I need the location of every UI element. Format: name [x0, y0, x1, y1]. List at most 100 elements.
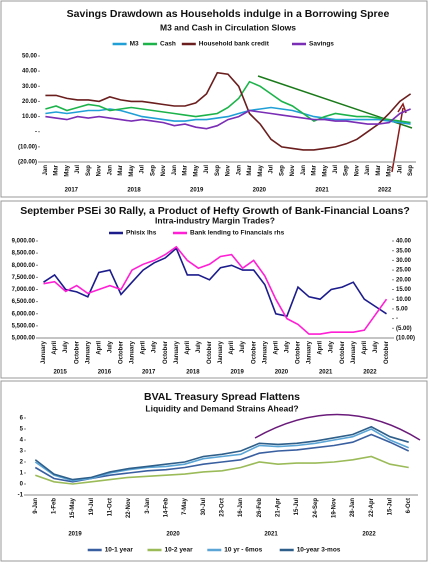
- legend-label: 10-year 3-mos: [297, 547, 341, 554]
- x-tick-label: January: [351, 340, 357, 364]
- x-tick-label: May: [193, 164, 199, 176]
- y-tick-label: 30.00: [22, 84, 38, 90]
- x-tick-label: 21-Apr: [276, 497, 282, 517]
- legend-label: Household bank credit: [199, 41, 270, 48]
- y-tick-label: (10.00): [18, 144, 37, 150]
- y-tick-label: 7,500.00: [12, 275, 36, 281]
- x-tick-label: October: [296, 340, 302, 364]
- x-tick-label: Sep: [150, 165, 156, 176]
- x-tick-label: Jan: [107, 165, 113, 176]
- x-tick-label: 6-Oct: [406, 498, 412, 513]
- y-tick-label: -1: [18, 493, 24, 499]
- x-tick-label: May: [64, 164, 70, 176]
- x-tick-label: July: [240, 340, 246, 353]
- x-tick-label: Jul: [397, 165, 403, 174]
- year-label: 2020: [275, 370, 289, 376]
- x-tick-label: Nov: [290, 164, 296, 176]
- year-label: 2020: [166, 532, 180, 538]
- x-tick-label: Jul: [269, 165, 275, 174]
- x-tick-label: Jan: [43, 165, 49, 176]
- x-tick-label: January: [130, 340, 136, 364]
- x-tick-label: 1-Feb: [52, 498, 58, 514]
- panel-frame: [0, 380, 428, 562]
- x-tick-label: 22-Nov: [126, 497, 132, 518]
- x-tick-label: October: [207, 340, 213, 364]
- y2-tick-label: 20.00: [396, 277, 412, 283]
- x-tick-label: July: [152, 340, 158, 353]
- x-tick-label: April: [229, 341, 235, 355]
- x-tick-label: April: [362, 341, 368, 355]
- y2-tick-label: 35.00: [396, 248, 412, 254]
- series-line: [43, 245, 388, 335]
- y-tick-label: 20.00: [22, 99, 38, 105]
- series-line: [45, 71, 412, 151]
- x-tick-label: 30-Jul: [201, 498, 207, 516]
- x-tick-label: January: [262, 340, 268, 364]
- x-tick-label: 26-Feb: [257, 498, 263, 518]
- x-tick-label: Nov: [97, 164, 103, 176]
- series-line: [45, 108, 411, 130]
- year-label: 2022: [363, 370, 377, 376]
- y-tick-label: (20.00): [18, 160, 37, 166]
- panel-frame: [0, 200, 428, 379]
- y-tick-label: 0: [20, 482, 24, 488]
- year-label: 2018: [186, 370, 200, 376]
- x-tick-label: 11-Oct: [108, 498, 114, 516]
- y2-tick-label: (5.00): [396, 326, 412, 332]
- series-line: [34, 433, 410, 483]
- year-label: 2021: [264, 532, 278, 538]
- x-tick-label: Jul: [333, 165, 339, 174]
- y-tick-label: 50.00: [22, 54, 38, 60]
- x-tick-label: January: [174, 340, 180, 364]
- x-tick-label: January: [41, 340, 47, 364]
- x-tick-label: July: [63, 340, 69, 353]
- x-tick-label: 7-May: [182, 497, 188, 515]
- x-tick-label: Jan: [172, 165, 178, 176]
- y-tick-label: 40.00: [22, 69, 38, 75]
- y-tick-label: 7,000.00: [12, 287, 36, 293]
- x-tick-label: Mar: [183, 164, 189, 175]
- y-tick-label: 5,000.00: [12, 336, 36, 342]
- x-tick-label: 22-Apr: [369, 497, 375, 517]
- x-tick-label: October: [163, 340, 169, 364]
- y2-tick-label: (10.00): [396, 336, 415, 342]
- arrow-annotation: [391, 102, 407, 173]
- year-label: 2018: [127, 188, 141, 194]
- x-tick-label: July: [284, 340, 290, 353]
- x-tick-label: April: [273, 341, 279, 355]
- x-tick-label: July: [196, 340, 202, 353]
- x-tick-label: Jan: [236, 165, 242, 176]
- legend-label: Cash: [160, 41, 176, 48]
- x-tick-label: Jul: [75, 165, 81, 174]
- y-tick-label: 8,000.00: [12, 263, 36, 269]
- y2-tick-label: -: [396, 316, 398, 322]
- chart-subtitle: M3 and Cash in Circulation Slows: [160, 22, 296, 32]
- year-label: 2017: [65, 188, 79, 194]
- x-tick-label: Jan: [365, 165, 371, 176]
- year-label: 2019: [68, 532, 82, 538]
- x-tick-label: Sep: [408, 165, 414, 176]
- x-tick-label: April: [52, 341, 58, 355]
- x-tick-label: October: [251, 340, 257, 364]
- chart-title: Savings Drawdown as Households indulge i…: [67, 8, 390, 20]
- y-tick-label: 3: [20, 449, 24, 455]
- x-tick-label: Nov: [161, 164, 167, 176]
- series-line: [43, 246, 387, 318]
- year-label: 2022: [362, 532, 376, 538]
- x-tick-label: 15-May: [70, 497, 76, 518]
- x-tick-label: April: [318, 341, 324, 355]
- arc-annotation: [254, 413, 421, 441]
- x-tick-label: April: [141, 341, 147, 355]
- x-tick-label: 28-Jan: [350, 498, 356, 517]
- x-tick-label: October: [119, 340, 125, 364]
- x-tick-label: 15-Jul: [388, 498, 394, 516]
- y2-tick-label: 25.00: [396, 268, 412, 274]
- x-tick-label: 15-Jul: [294, 498, 300, 516]
- x-tick-label: Jul: [140, 165, 146, 174]
- x-tick-label: July: [373, 340, 379, 353]
- series-line: [34, 428, 410, 482]
- panel-frame: [0, 0, 428, 198]
- x-tick-label: 23-Oct: [220, 498, 226, 517]
- year-label: 2019: [230, 370, 244, 376]
